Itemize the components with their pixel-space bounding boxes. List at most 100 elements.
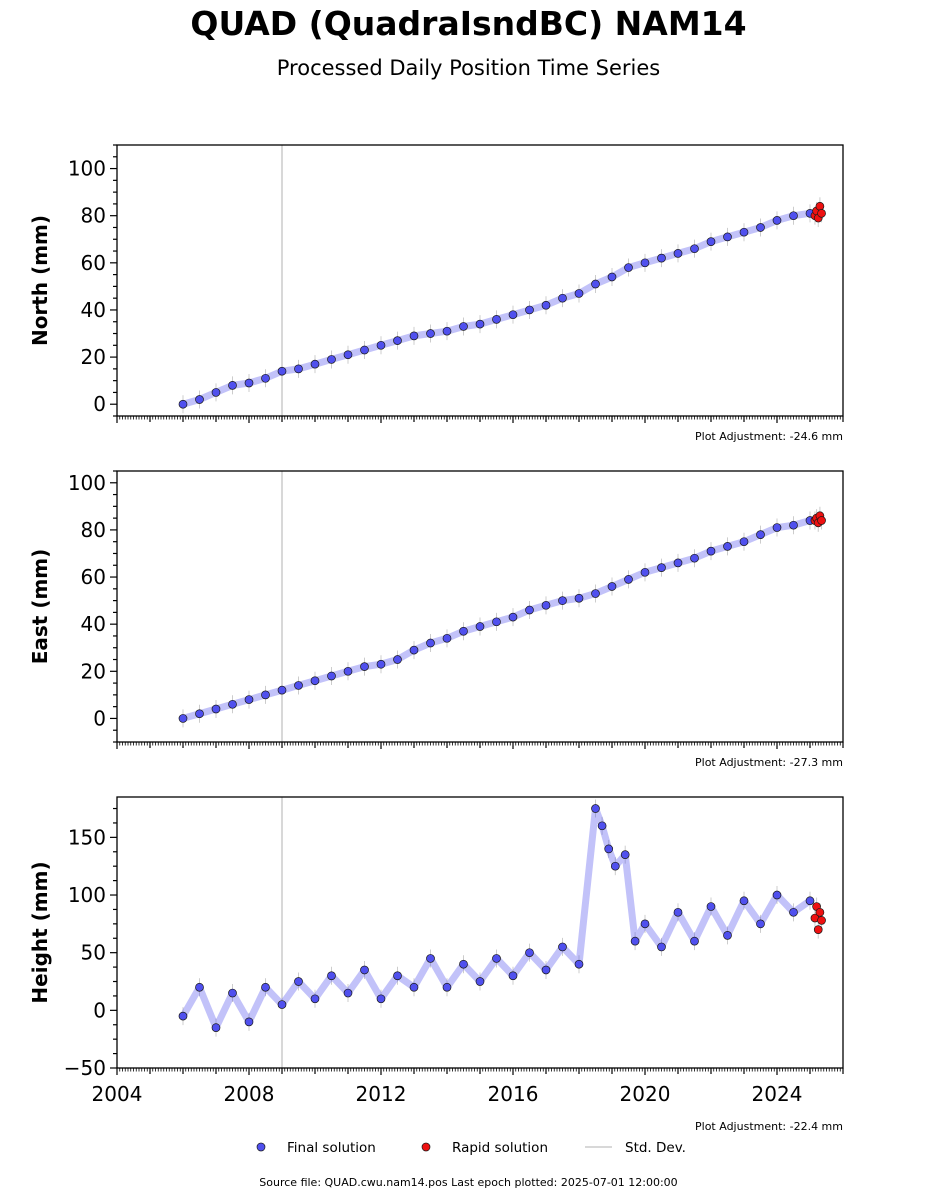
final-point [409,645,419,655]
final-point [409,982,419,992]
final-point [261,690,270,700]
plot-adjustment-note: Plot Adjustment: -27.3 mm [695,756,843,769]
plot-adjustment-note: Plot Adjustment: -22.4 mm [695,1120,843,1133]
final-point [739,537,749,547]
data-marks [178,799,826,1037]
final-point [574,289,584,298]
final-point [624,575,633,584]
final-point [211,704,221,714]
page-title: QUAD (QuadraIsndBC) NAM14 [190,4,747,43]
final-point [673,558,683,568]
final-point [706,546,716,556]
axes-frame [116,796,844,1069]
final-point [244,1017,254,1027]
final-point [360,345,369,355]
rapid-point [817,516,826,525]
y-tick-label: 40 [81,298,106,322]
final-point [723,542,732,551]
final-point [475,319,485,329]
final-point [789,907,798,917]
y-tick-label: 60 [81,251,106,275]
final-point [426,638,435,648]
final-point [277,685,287,695]
final-point [228,381,237,390]
final-point [376,659,386,669]
final-point [739,896,749,906]
axes-frame [116,144,844,417]
final-point [690,936,699,946]
final-point [211,1023,221,1032]
final-point [475,977,485,986]
final-point [508,971,518,981]
axes-frame [116,470,844,743]
final-point [673,907,683,917]
final-point [492,954,501,963]
final-point [541,965,551,975]
y-tick-label: 100 [68,883,106,907]
final-point [690,553,699,563]
final-point [591,804,600,813]
legend-std-label: Std. Dev. [625,1140,686,1156]
final-point [310,994,320,1004]
final-point [393,655,402,664]
y-tick-label: 50 [81,941,106,965]
y-tick-label: 100 [68,157,106,181]
rapid-point [815,907,825,917]
y-tick-label: 100 [68,471,106,495]
final-point [657,563,666,572]
final-point [723,931,732,940]
final-point [310,676,320,686]
x-tick-label: 2020 [620,1082,671,1106]
final-point [630,936,640,946]
final-point [492,315,501,324]
final-point [393,336,402,345]
panel-north: 0 20 40 60 80 100 North (mm) Plot Adjustment: -… [28,144,844,443]
final-point [244,695,254,704]
final-point [591,279,600,289]
series-band [179,805,814,1032]
final-point [294,977,303,986]
x-tick-label: 2016 [488,1082,539,1106]
plot-adjustment-note: Plot Adjustment: -24.6 mm [695,430,843,443]
final-point [459,626,468,636]
final-point [657,942,666,952]
final-point [261,982,270,992]
final-point [442,982,452,992]
y-tick-label: 60 [81,565,106,589]
final-point [525,605,534,615]
final-point [195,395,204,404]
final-point [228,699,237,709]
y-tick-label: 20 [81,345,106,369]
y-axis-label: East (mm) [28,549,52,665]
final-point [310,359,320,369]
final-point [640,567,650,577]
data-marks [178,197,826,414]
final-point [541,300,551,310]
final-point [591,589,600,598]
final-point [706,902,716,911]
final-point [277,366,287,376]
final-point [294,681,303,690]
final-point [409,331,419,341]
final-point [558,942,567,952]
final-point [178,714,188,723]
final-point [508,612,518,622]
final-point [604,844,614,854]
legend-rapid-marker [421,1142,431,1152]
panel-height: −50 0 50 100 150 2004 2008 2012 2016 2020 2024 Heig… [28,796,844,1133]
source-note: Source file: QUAD.cwu.nam14.pos Last epo… [259,1176,678,1189]
final-point [558,596,567,605]
final-point [195,982,204,992]
final-point [620,850,630,860]
final-point [360,965,369,975]
final-point [574,593,584,603]
final-point [508,310,518,320]
legend-final-label: Final solution [287,1140,376,1156]
y-tick-label: 80 [81,518,106,542]
final-point [805,896,815,906]
rapid-point [815,201,825,211]
rapid-point [817,916,826,925]
y-tick-label: 80 [81,204,106,228]
final-point [360,662,369,671]
